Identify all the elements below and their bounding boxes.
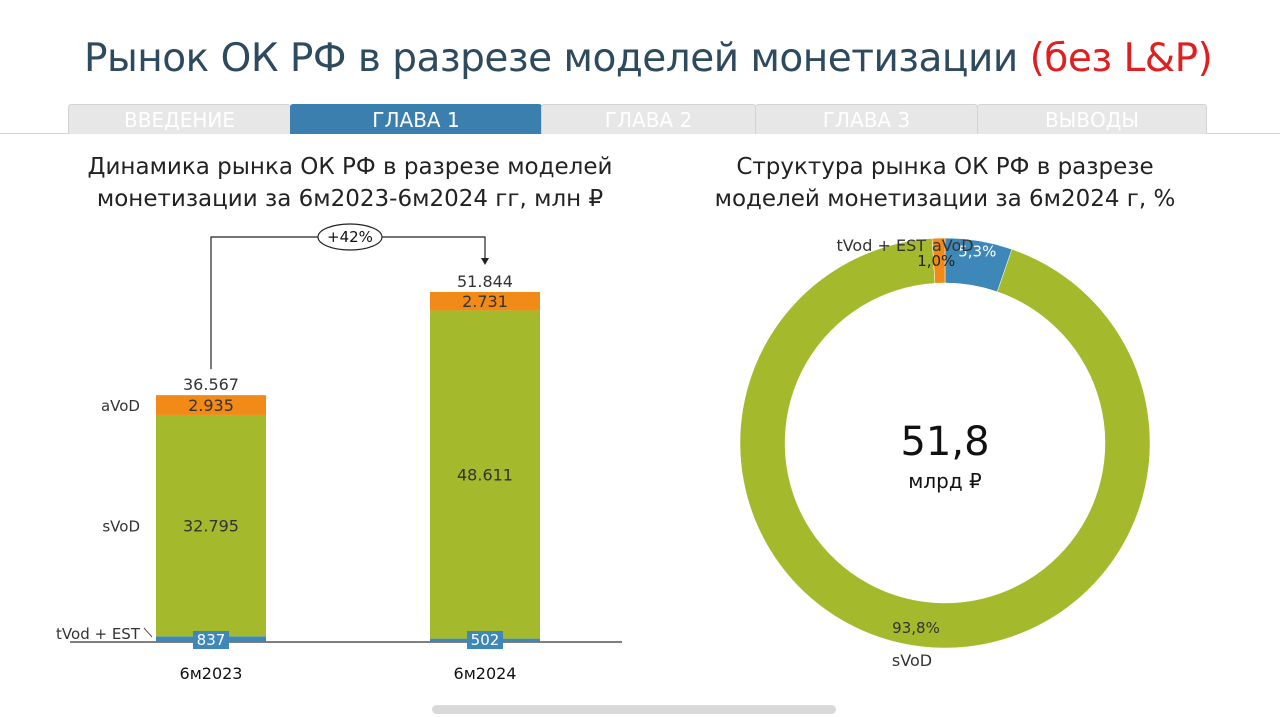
page-title-main: Рынок ОК РФ в разрезе моделей монетизаци… (84, 36, 1030, 81)
bar-segment-svod (430, 310, 540, 639)
data-label-avod: 2.935 (188, 396, 234, 415)
donut-slice-tvod-est (931, 237, 946, 284)
slice-label-avod: 5,3% (958, 243, 996, 261)
tab-conclusions[interactable]: ВЫВОДЫ (977, 104, 1207, 134)
donut-chart-title-line1: Структура рынка ОК РФ в разрезе (736, 154, 1154, 180)
data-label-total: 36.567 (183, 375, 239, 394)
stacked-bar-chart: 837 32.795 2.935 36.567 6м2023 502 48.611 2.731… (56, 223, 622, 683)
x-tick-label: 6м2024 (454, 664, 517, 683)
growth-arrowhead (481, 258, 489, 265)
tab-label: ГЛАВА 2 (604, 107, 693, 132)
tab-chapter-3[interactable]: ГЛАВА 3 (755, 104, 978, 134)
donut-center-unit: млрд ₽ (908, 469, 982, 493)
bar-chart-title: Динамика рынка ОК РФ в разрезе моделей м… (60, 151, 640, 215)
slice-name-avod: aVoD (932, 236, 974, 255)
series-label-tvod: tVod + EST (56, 625, 141, 643)
tab-label: ГЛАВА 3 (822, 107, 911, 132)
donut-chart: 5,3%1,0% 93,8% tVod + EST aVoD sVoD 51,8 млрд … (739, 236, 1151, 670)
slice-name-svod: sVoD (892, 651, 932, 670)
data-label-svod: 48.611 (457, 466, 513, 485)
tab-label: ВВЕДЕНИЕ (124, 107, 235, 132)
page-title: Рынок ОК РФ в разрезе моделей монетизаци… (84, 36, 1213, 81)
horizontal-scrollbar[interactable] (432, 705, 836, 714)
data-label-svod: 32.795 (183, 517, 239, 536)
series-label-svod: sVoD (102, 518, 140, 536)
bar-segment-avod (156, 395, 266, 415)
data-label-avod: 2.731 (462, 292, 508, 311)
growth-label: +42% (327, 228, 373, 246)
tab-chapter-2[interactable]: ГЛАВА 2 (541, 104, 756, 134)
series-label-avod: aVoD (101, 397, 140, 415)
donut-chart-title: Структура рынка ОК РФ в разрезе моделей … (680, 151, 1210, 215)
slice-name-tvod: tVod + EST (836, 236, 926, 255)
tab-label: ВЫВОДЫ (1044, 107, 1140, 132)
slice-label-svod: 93,8% (892, 619, 940, 637)
x-tick-label: 6м2023 (180, 664, 243, 683)
bar-segment-avod (430, 292, 540, 311)
tab-introduction[interactable]: ВВЕДЕНИЕ (68, 104, 291, 134)
series-label-tvod-leader (143, 627, 153, 638)
tvod-label-box (193, 631, 229, 649)
growth-badge (317, 223, 383, 251)
tab-chapter-1[interactable]: ГЛАВА 1 (290, 104, 542, 134)
donut-slice-svod (739, 238, 1151, 649)
donut-chart-title-line2: моделей монетизации за 6м2024 г, % (714, 186, 1176, 212)
tvod-label-box (467, 631, 503, 649)
data-label-tvod: 502 (471, 631, 500, 649)
tab-label: ГЛАВА 1 (372, 107, 460, 132)
bar-chart-title-line1: Динамика рынка ОК РФ в разрезе моделей (87, 154, 613, 180)
bar-segment-svod (156, 414, 266, 637)
data-label-tvod: 837 (197, 631, 226, 649)
data-label-total: 51.844 (457, 272, 513, 291)
bar-chart-title-line2: монетизации за 6м2023-6м2024 гг, млн ₽ (96, 186, 604, 212)
donut-center-value: 51,8 (900, 419, 989, 465)
page-title-accent: (без L&P) (1029, 36, 1213, 81)
slice-label-tvod: 1,0% (917, 252, 955, 270)
